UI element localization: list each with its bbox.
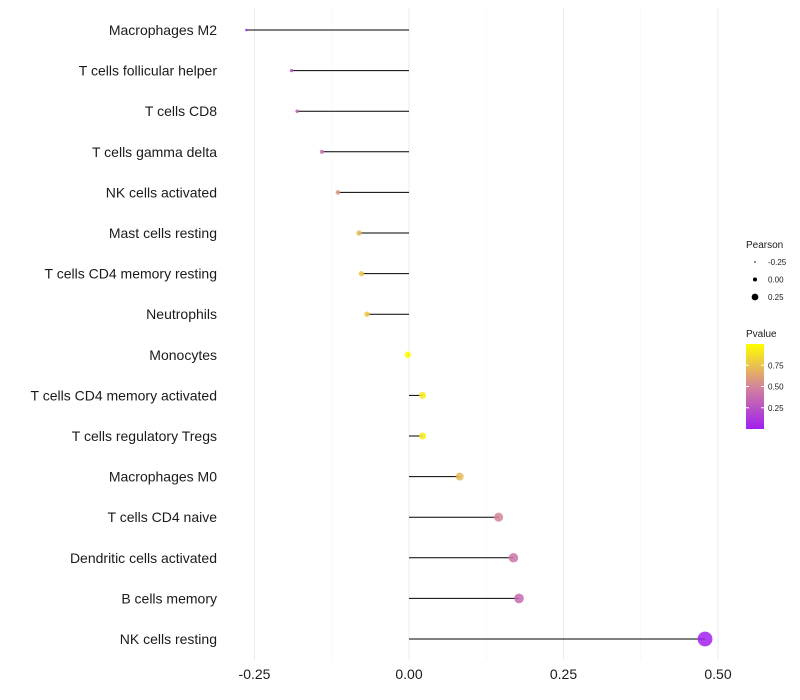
category-label: Neutrophils bbox=[146, 306, 217, 322]
color-legend-gradient-bar bbox=[746, 344, 764, 429]
size-legend-label: -0.25 bbox=[768, 258, 787, 267]
size-legend-label: 0.00 bbox=[768, 276, 784, 285]
x-tick-label: 0.50 bbox=[704, 666, 731, 682]
category-label: NK cells activated bbox=[106, 184, 217, 200]
category-label: T cells CD4 memory activated bbox=[31, 387, 217, 403]
category-label: T cells gamma delta bbox=[92, 144, 217, 160]
category-label: Mast cells resting bbox=[109, 225, 217, 241]
data-point bbox=[319, 149, 324, 154]
color-legend: Pvalue 0.25 0.50 0.75 bbox=[746, 329, 784, 429]
data-point bbox=[245, 28, 248, 32]
data-point bbox=[356, 230, 362, 236]
data-point bbox=[494, 512, 504, 522]
data-point bbox=[514, 593, 524, 604]
size-legend-key bbox=[751, 293, 759, 301]
data-point bbox=[358, 270, 365, 277]
data-point bbox=[508, 553, 519, 563]
category-label: Macrophages M2 bbox=[109, 22, 217, 38]
category-label: Monocytes bbox=[149, 347, 217, 363]
grid bbox=[254, 8, 719, 660]
category-label: Dendritic cells activated bbox=[70, 550, 217, 566]
data-point bbox=[335, 190, 341, 195]
size-legend-label: 0.25 bbox=[768, 293, 784, 302]
data-point bbox=[455, 472, 464, 481]
category-label: T cells CD4 memory resting bbox=[45, 266, 217, 282]
size-legend-key bbox=[754, 261, 756, 263]
data-point bbox=[289, 68, 294, 73]
category-label: T cells regulatory Tregs bbox=[72, 428, 217, 444]
points bbox=[245, 28, 713, 647]
x-tick-label: -0.25 bbox=[239, 666, 271, 682]
size-legend: Pearson -0.25 0.00 0.25 bbox=[746, 240, 787, 302]
data-point bbox=[419, 391, 427, 399]
x-tick-labels: -0.25 0.00 0.25 0.50 bbox=[239, 666, 732, 682]
category-label: T cells follicular helper bbox=[79, 63, 218, 79]
size-legend-title: Pearson bbox=[746, 240, 783, 251]
category-label: B cells memory bbox=[121, 590, 217, 606]
color-legend-label: 0.75 bbox=[768, 361, 784, 370]
category-label: T cells CD4 naive bbox=[108, 509, 218, 525]
category-label: Macrophages M0 bbox=[109, 469, 217, 485]
x-tick-label: 0.25 bbox=[550, 666, 577, 682]
color-legend-label: 0.25 bbox=[768, 404, 784, 413]
stems bbox=[246, 29, 706, 640]
category-labels: Macrophages M2 T cells follicular helper T… bbox=[31, 22, 218, 647]
data-point bbox=[697, 631, 713, 647]
category-label: T cells CD8 bbox=[145, 103, 217, 119]
category-label: NK cells resting bbox=[120, 631, 217, 647]
color-legend-label: 0.50 bbox=[768, 383, 784, 392]
data-point bbox=[364, 311, 370, 317]
color-legend-title: Pvalue bbox=[746, 329, 777, 340]
data-point bbox=[295, 109, 299, 113]
data-point bbox=[404, 351, 412, 359]
data-point bbox=[419, 432, 427, 440]
size-legend-key bbox=[752, 277, 758, 282]
x-tick-label: 0.00 bbox=[395, 666, 422, 682]
